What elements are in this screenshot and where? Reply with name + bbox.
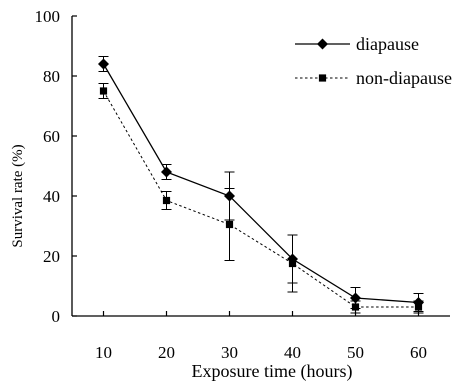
series-diapause (98, 56, 424, 312)
data-point (161, 166, 172, 178)
x-tick-label: 30 (221, 343, 238, 362)
data-point (162, 196, 171, 205)
data-point (98, 58, 109, 70)
legend: diapause non-diapause (295, 34, 452, 88)
legend-marker (317, 38, 328, 50)
data-point (351, 303, 360, 311)
y-tick-label: 100 (35, 7, 61, 26)
x-tick-label: 60 (410, 343, 427, 362)
legend-marker (318, 74, 327, 82)
series-non-diapause (98, 83, 424, 314)
x-tick-label: 20 (158, 343, 175, 362)
y-axis-label: Survival rate (%) (10, 144, 26, 247)
series-line (103, 90, 419, 308)
data-point (414, 303, 423, 311)
data-point (225, 220, 234, 229)
legend-label: non-diapause (356, 68, 452, 88)
y-tick-label: 40 (43, 187, 60, 206)
y-tick-label: 0 (52, 307, 61, 326)
x-tick-label: 50 (347, 343, 364, 362)
x-tick-label: 10 (95, 343, 112, 362)
data-point (288, 259, 297, 268)
data-point (99, 87, 108, 95)
y-tick-label: 60 (43, 127, 60, 146)
y-tick-label: 80 (43, 67, 60, 86)
legend-label: diapause (356, 34, 419, 54)
x-tick-label: 40 (284, 343, 301, 362)
series-layer (98, 56, 424, 314)
x-axis-label: Exposure time (hours) (192, 361, 353, 382)
axes: 0 20 40 60 80 100 10 20 30 40 50 60 (35, 7, 450, 362)
y-tick-label: 20 (43, 247, 60, 266)
series-line (102, 63, 419, 304)
